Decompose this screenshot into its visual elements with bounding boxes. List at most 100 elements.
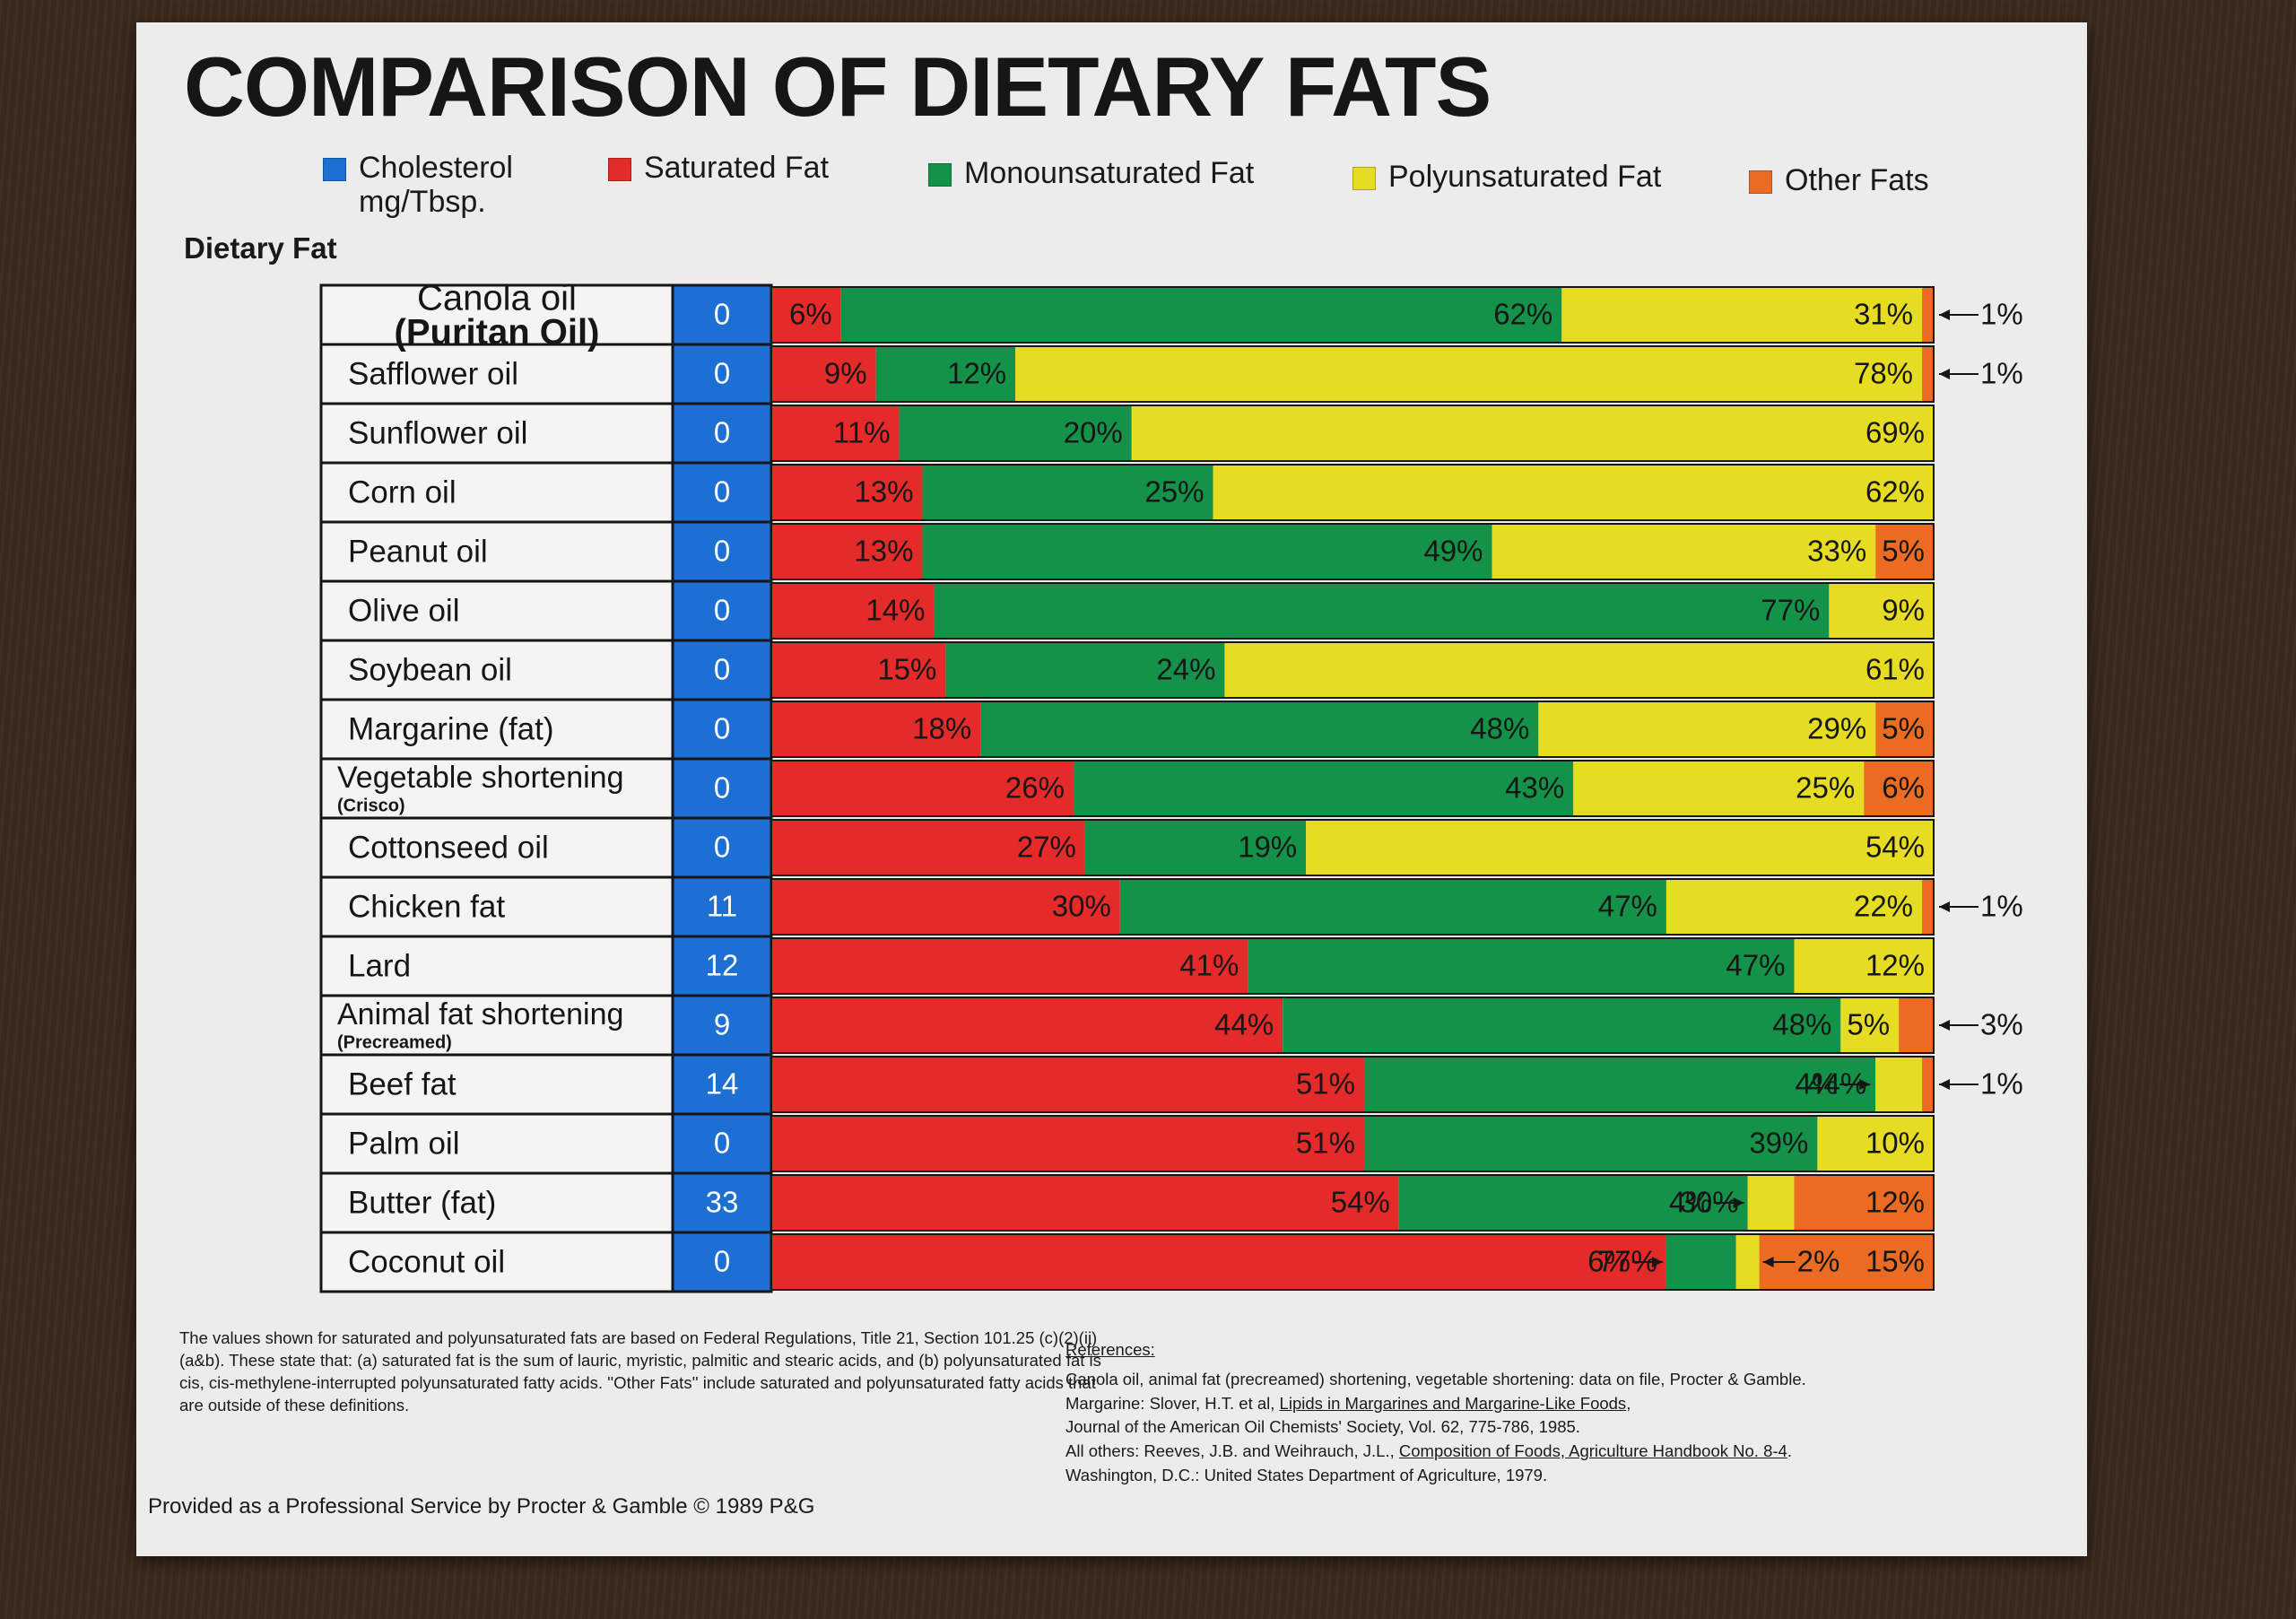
data-label: 25% — [1796, 771, 1855, 805]
data-label: 9% — [824, 357, 867, 390]
cholesterol-value: 9 — [714, 1008, 730, 1041]
data-label: 5% — [1882, 712, 1925, 745]
bar-segment-polyunsaturated-fat — [1015, 346, 1923, 402]
credit-line: Provided as a Professional Service by Pr… — [148, 1494, 815, 1519]
callout-arrow-head — [1733, 1197, 1744, 1208]
bar-segment-monounsaturated-fat — [922, 465, 1213, 520]
category-label: Coconut oil — [348, 1244, 505, 1279]
data-label: 30% — [1052, 890, 1111, 923]
cholesterol-value: 0 — [714, 712, 730, 745]
data-label: 43% — [1505, 771, 1564, 805]
bar-outline — [770, 641, 1935, 699]
bar-segment-monounsaturated-fat — [1363, 1057, 1876, 1112]
bar-segment-other-fats — [1922, 287, 1934, 343]
legend-item-monounsaturated: Monounsaturated Fat — [928, 156, 1254, 190]
bar-segment-other-fats — [1899, 997, 1934, 1053]
data-label-callout: 6% — [1587, 1245, 1631, 1278]
chart-title: COMPARISON OF DIETARY FATS — [184, 39, 1492, 134]
bar-outline — [770, 937, 1935, 995]
bar-segment-saturated-fat — [771, 583, 935, 639]
data-label: 13% — [854, 475, 913, 509]
bar-segment-other-fats — [1875, 701, 1934, 757]
bar-outline — [770, 760, 1935, 817]
cholesterol-value: 0 — [714, 475, 730, 509]
category-label-line2: (Puritan Oil) — [395, 313, 600, 353]
bar-segment-other-fats — [1794, 1175, 1934, 1231]
bar-segment-polyunsaturated-fat — [1817, 1116, 1934, 1171]
bar-segment-monounsaturated-fat — [899, 405, 1132, 461]
data-label: 41% — [1179, 949, 1239, 982]
data-label: 33% — [1807, 535, 1866, 568]
category-label: Safflower oil — [348, 356, 518, 391]
category-label: Corn oil — [348, 474, 457, 509]
reference-2-suffix: , — [1626, 1393, 1631, 1413]
bar-outline — [770, 701, 1935, 758]
category-label: Animal fat shortening — [337, 997, 623, 1031]
category-label: Sunflower oil — [348, 415, 527, 450]
reference-line-1: Canola oil, animal fat (precreamed) shor… — [1065, 1369, 1806, 1388]
bar-segment-saturated-fat — [771, 761, 1074, 816]
data-label-outside: 1% — [1980, 357, 2023, 390]
data-label: 12% — [947, 357, 1006, 390]
cholesterol-value: 0 — [714, 594, 730, 627]
outside-arrow-head — [1939, 309, 1950, 320]
bar-outline — [770, 464, 1935, 521]
legend-item-cholesterol: Cholesterol mg/Tbsp. — [323, 151, 513, 219]
reference-line-4: All others: Reeves, J.B. and Weihrauch, … — [1065, 1440, 1828, 1488]
bar-segment-saturated-fat — [771, 879, 1120, 935]
bar-segment-saturated-fat — [771, 938, 1248, 994]
cholesterol-value: 0 — [714, 535, 730, 568]
bar-segment-polyunsaturated-fat — [1538, 701, 1876, 757]
data-label: 48% — [1772, 1008, 1831, 1041]
legend-swatch-monounsaturated — [928, 163, 952, 187]
category-label: Lard — [348, 948, 411, 983]
reference-line-3: Journal of the American Oil Chemists' So… — [1065, 1417, 1580, 1437]
bar-segment-polyunsaturated-fat — [1573, 761, 1865, 816]
category-label: Beef fat — [348, 1066, 457, 1101]
bar-segment-monounsaturated-fat — [1398, 1175, 1748, 1231]
bar-segment-other-fats — [1864, 761, 1934, 816]
data-label: 18% — [912, 712, 971, 745]
bar-segment-saturated-fat — [771, 1057, 1364, 1112]
category-label: Canola oil — [417, 279, 577, 318]
bar-segment-monounsaturated-fat — [1073, 761, 1574, 816]
bar-segment-polyunsaturated-fat — [1665, 879, 1923, 935]
cholesterol-column — [671, 283, 773, 1293]
bar-segment-monounsaturated-fat — [922, 524, 1492, 579]
bar-segment-saturated-fat — [771, 405, 900, 461]
cholesterol-value: 0 — [714, 771, 730, 805]
category-label: Palm oil — [348, 1126, 459, 1161]
bar-segment-polyunsaturated-fat — [1735, 1234, 1760, 1290]
bar-segment-monounsaturated-fat — [875, 346, 1016, 402]
category-label: Margarine (fat) — [348, 711, 554, 746]
bar-segment-saturated-fat — [771, 1116, 1364, 1171]
category-label: Chicken fat — [348, 889, 505, 924]
bar-segment-saturated-fat — [771, 346, 876, 402]
cholesterol-value: 11 — [707, 890, 737, 923]
references-heading: References: — [1065, 1340, 1155, 1359]
data-label: 22% — [1854, 890, 1913, 923]
cholesterol-value: 0 — [714, 831, 730, 864]
data-label: 47% — [1598, 890, 1657, 923]
data-label: 12% — [1866, 1186, 1925, 1219]
reference-4-prefix: All others: Reeves, J.B. and Weihrauch, … — [1065, 1441, 1399, 1461]
category-label: Soybean oil — [348, 652, 512, 687]
data-label: 51% — [1296, 1067, 1355, 1101]
bar-segment-monounsaturated-fat — [1248, 938, 1795, 994]
data-label: 29% — [1807, 712, 1866, 745]
data-label: 6% — [789, 298, 832, 331]
data-label: 6% — [1882, 771, 1925, 805]
bar-segment-polyunsaturated-fat — [1213, 465, 1934, 520]
data-label: 25% — [1144, 475, 1204, 509]
bar-segment-saturated-fat — [771, 287, 841, 343]
bar-segment-polyunsaturated-fat — [1840, 997, 1900, 1053]
cholesterol-value: 0 — [714, 298, 730, 331]
data-label: 61% — [1866, 653, 1925, 686]
data-label: 62% — [1866, 475, 1925, 509]
callout-arrow-head — [1651, 1257, 1663, 1267]
bar-segment-monounsaturated-fat — [1363, 1116, 1818, 1171]
legend-label-cholesterol: Cholesterol mg/Tbsp. — [359, 151, 513, 220]
data-label: 49% — [1423, 535, 1483, 568]
reference-2-prefix: Margarine: Slover, H.T. et al, — [1065, 1393, 1280, 1413]
bar-segment-monounsaturated-fat — [945, 642, 1225, 698]
